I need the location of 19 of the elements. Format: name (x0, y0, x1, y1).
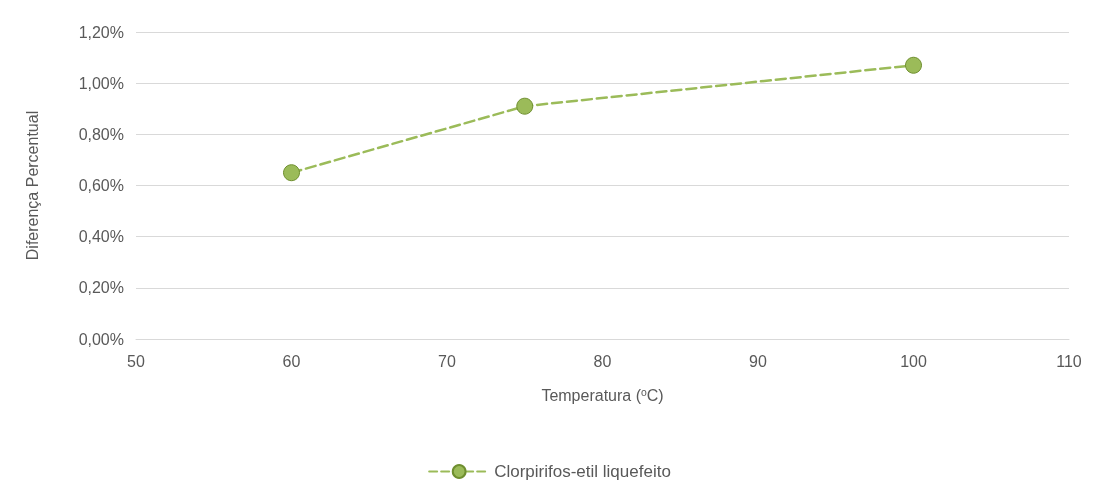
x-tick-label: 110 (1056, 352, 1082, 370)
y-tick-label: 0,20% (78, 279, 124, 297)
legend-label: Clorpirifos-etil liquefeito (494, 462, 671, 481)
y-tick-label: 0,60% (78, 177, 124, 194)
point (283, 164, 300, 182)
y-tick-label: 1,20% (78, 23, 124, 41)
y-axis-title: Diferença Percentual (23, 110, 41, 261)
point (516, 97, 534, 115)
x-tick-label: 80 (593, 352, 612, 370)
point (905, 56, 922, 74)
x-tick-label: 60 (282, 352, 301, 370)
y-tick-label: 0,40% (78, 228, 124, 246)
x-tick-label: 90 (749, 352, 767, 370)
y-tick-label: 0,80% (78, 125, 124, 143)
y-tick-label: 1,00% (78, 74, 124, 92)
y-tick-label: 0,00% (78, 330, 124, 348)
x-tick-label: 100 (900, 352, 927, 370)
x-tick-label: 70 (438, 352, 456, 370)
x-tick-label: 50 (127, 352, 145, 370)
